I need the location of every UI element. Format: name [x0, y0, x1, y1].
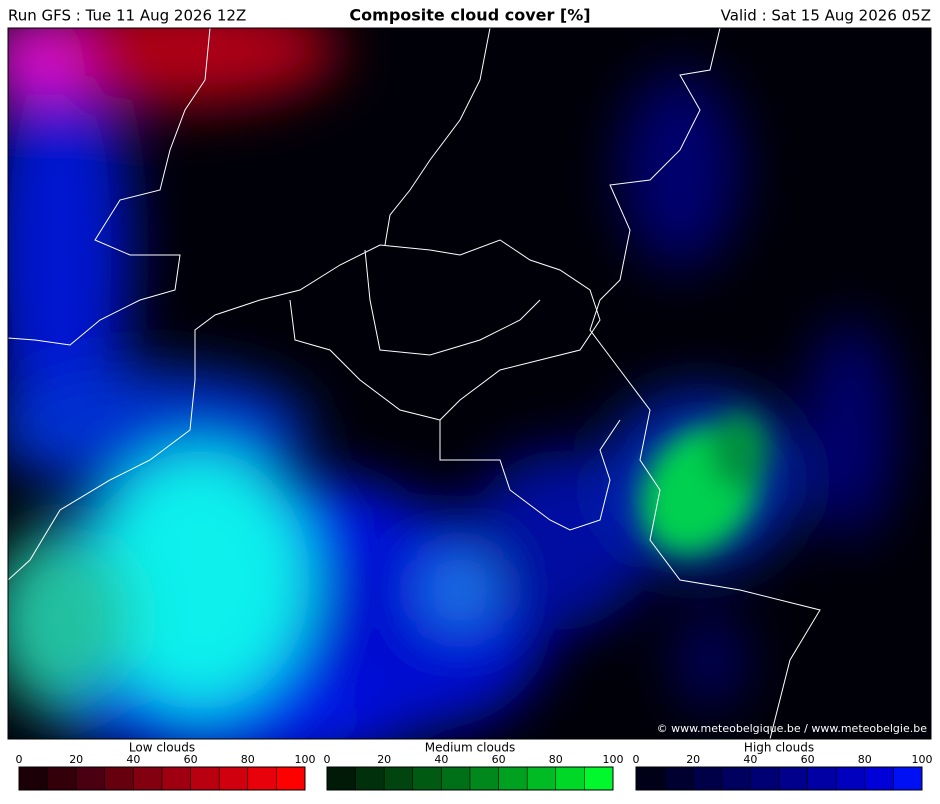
color-swatch [664, 766, 694, 791]
tick-label: 20 [377, 753, 391, 766]
legends: Low clouds 0 20 40 60 80 100 Medium clouds 0 20 40… [16, 741, 933, 791]
tick-label: 100 [603, 753, 624, 766]
color-swatch [276, 766, 306, 791]
colorbar-frame [635, 766, 923, 791]
tick-label: 40 [743, 753, 757, 766]
tick-label: 100 [295, 753, 316, 766]
color-swatch [555, 766, 585, 791]
tick-label: 100 [912, 753, 933, 766]
color-swatch [721, 766, 751, 791]
color-swatch [807, 766, 837, 791]
valid-time: Valid : Sat 15 Aug 2026 05Z [721, 7, 931, 25]
color-swatch [218, 766, 249, 791]
legend-title: High clouds [744, 741, 814, 755]
tick-label: 80 [241, 753, 255, 766]
tick-label: 40 [126, 753, 140, 766]
map-frame [7, 27, 932, 740]
color-swatch [635, 766, 665, 791]
coastlines [8, 28, 821, 739]
color-swatch [526, 766, 557, 791]
tick-label: 20 [69, 753, 83, 766]
color-swatch [355, 766, 385, 791]
map: © www.meteobelgique.be / www.meteobelgie… [8, 28, 931, 739]
title: Composite cloud cover [%] [349, 6, 590, 25]
tick-label: 40 [434, 753, 448, 766]
color-swatch [412, 766, 442, 791]
color-swatch [104, 766, 134, 791]
color-swatch [47, 766, 77, 791]
color-swatch [247, 766, 277, 791]
colorbar-frame [326, 766, 614, 791]
color-swatch [893, 766, 923, 791]
tick-label: 0 [633, 753, 640, 766]
color-swatch [778, 766, 808, 791]
color-swatch [75, 766, 106, 791]
color-swatch [383, 766, 414, 791]
colorbar-frame [18, 766, 306, 791]
color-swatch [498, 766, 528, 791]
legend-title: Medium clouds [425, 741, 516, 755]
color-swatch [864, 766, 894, 791]
color-swatch [161, 766, 191, 791]
run-info: Run GFS : Tue 11 Aug 2026 12Z [8, 7, 246, 25]
color-swatch [441, 766, 471, 791]
color-swatch [692, 766, 723, 791]
tick-label: 0 [324, 753, 331, 766]
credit: © www.meteobelgique.be / www.meteobelgie… [657, 722, 928, 735]
color-swatch [835, 766, 866, 791]
color-swatch [469, 766, 499, 791]
tick-label: 60 [492, 753, 506, 766]
tick-label: 20 [686, 753, 700, 766]
color-swatch [326, 766, 356, 791]
tick-label: 80 [858, 753, 872, 766]
tick-label: 80 [549, 753, 563, 766]
color-swatch [133, 766, 163, 791]
tick-label: 60 [801, 753, 815, 766]
color-swatch [18, 766, 48, 791]
tick-label: 60 [184, 753, 198, 766]
color-swatch [190, 766, 220, 791]
legend-title: Low clouds [129, 741, 195, 755]
tick-label: 0 [16, 753, 23, 766]
color-swatch [750, 766, 780, 791]
color-swatch [584, 766, 614, 791]
